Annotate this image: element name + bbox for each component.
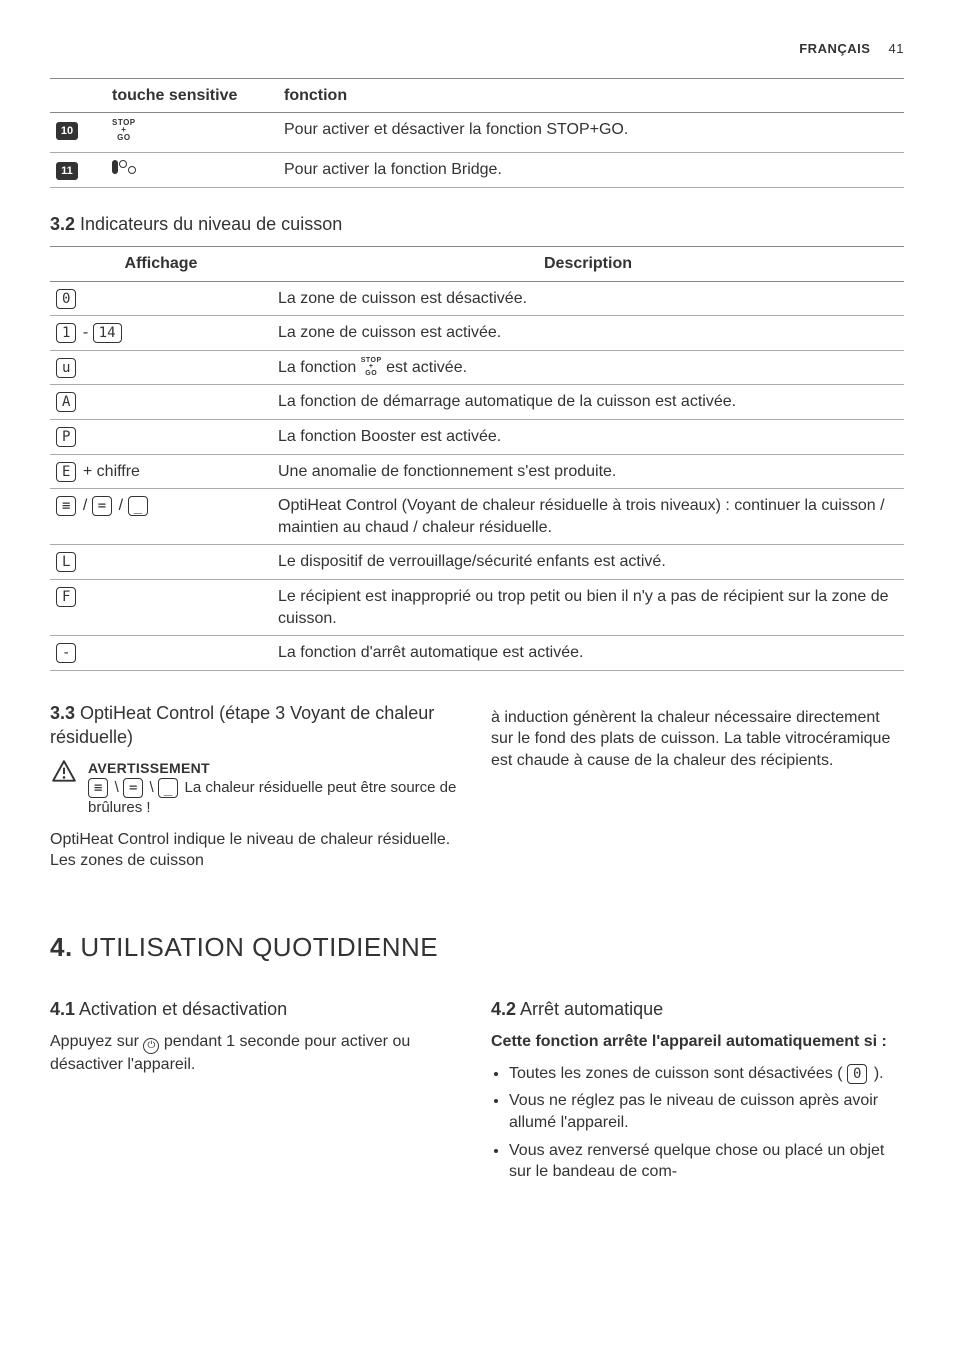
description-cell: Une anomalie de fonctionnement s'est pro… [272,454,904,489]
list-item: Vous avez renversé quelque chose ou plac… [509,1140,904,1183]
display-cell: A [50,385,272,420]
table-row: 11 Pour activer la fonction Bridge. [50,153,904,188]
sec33-right-para: à induction génèrent la chaleur nécessai… [491,707,904,772]
table-row: PLa fonction Booster est activée. [50,419,904,454]
bridge-icon [112,160,136,174]
list-item: Vous ne réglez pas le niveau de cuisson … [509,1090,904,1133]
description-cell: La fonction STOP+GO est activée. [272,350,904,385]
description-cell: La fonction Booster est activée. [272,419,904,454]
description-cell: La zone de cuisson est activée. [272,316,904,351]
display-cell: u [50,350,272,385]
table-row: -La fonction d'arrêt automatique est act… [50,636,904,671]
table-row: LLe dispositif de verrouillage/sécurité … [50,545,904,580]
sec41-body: Appuyez sur ⏻ pendant 1 seconde pour act… [50,1031,463,1076]
key-number: 11 [56,162,78,180]
display-cell: E + chiffre [50,454,272,489]
table-row: uLa fonction STOP+GO est activée. [50,350,904,385]
list-item: Toutes les zones de cuisson sont désacti… [509,1063,904,1085]
warning-body: ≡ \ = \ _ La chaleur résiduelle peut êtr… [88,778,463,819]
section-3-3-columns: 3.3 OptiHeat Control (étape 3 Voyant de … [50,685,904,882]
function-cell: Pour activer la fonction Bridge. [278,153,904,188]
page-header: FRANÇAIS 41 [50,40,904,58]
description-cell: OptiHeat Control (Voyant de chaleur rési… [272,489,904,545]
function-cell: Pour activer et désactiver la fonction S… [278,113,904,153]
section-4-1-heading: 4.1 Activation et désactivation [50,997,463,1021]
description-cell: Le dispositif de verrouillage/sécurité e… [272,545,904,580]
col-fonction: fonction [278,78,904,113]
col-affichage: Affichage [50,247,272,282]
header-lang: FRANÇAIS [799,41,870,56]
section-4-columns: 4.1 Activation et désactivation Appuyez … [50,981,904,1189]
table-row: 1 - 14La zone de cuisson est activée. [50,316,904,351]
col-touche: touche sensitive [106,78,278,113]
display-cell: L [50,545,272,580]
display-cell: - [50,636,272,671]
display-indicator-table: Affichage Description 0La zone de cuisso… [50,246,904,671]
section-3-3-heading: 3.3 OptiHeat Control (étape 3 Voyant de … [50,701,463,750]
section-4-2-heading: 4.2 Arrêt automatique [491,997,904,1021]
display-cell: 0 [50,281,272,316]
description-cell: La fonction de démarrage automatique de … [272,385,904,420]
display-cell: F [50,579,272,635]
table-row: ≡ / = / _OptiHeat Control (Voyant de cha… [50,489,904,545]
description-cell: La fonction d'arrêt automatique est acti… [272,636,904,671]
table-row: FLe récipient est inapproprié ou trop pe… [50,579,904,635]
header-page: 41 [889,41,904,56]
col-description: Description [272,247,904,282]
col-blank [50,78,106,113]
section-3-2-heading: 3.2 Indicateurs du niveau de cuisson [50,212,904,236]
description-cell: Le récipient est inapproprié ou trop pet… [272,579,904,635]
description-cell: La zone de cuisson est désactivée. [272,281,904,316]
warning-block: AVERTISSEMENT ≡ \ = \ _ La chaleur résid… [50,759,463,818]
stop-go-icon: STOP+GO [112,119,136,141]
stop-go-icon: STOP+GO [361,358,382,377]
sec42-bullet-list: Toutes les zones de cuisson sont désacti… [491,1063,904,1183]
display-cell: P [50,419,272,454]
sec33-left-para: OptiHeat Control indique le niveau de ch… [50,829,463,872]
display-cell: 1 - 14 [50,316,272,351]
sensitive-key-table: touche sensitive fonction 10 STOP+GO Pour … [50,78,904,188]
section-4-heading: 4. UTILISATION QUOTIDIENNE [50,930,904,965]
warning-text: AVERTISSEMENT ≡ \ = \ _ La chaleur résid… [88,759,463,818]
table-row: ALa fonction de démarrage automatique de… [50,385,904,420]
table-row: 10 STOP+GO Pour activer et désactiver la f… [50,113,904,153]
sec42-intro: Cette fonction arrête l'appareil automat… [491,1031,904,1053]
power-icon: ⏻ [143,1038,159,1054]
table-row: 0La zone de cuisson est désactivée. [50,281,904,316]
display-cell: ≡ / = / _ [50,489,272,545]
table-row: E + chiffreUne anomalie de fonctionnemen… [50,454,904,489]
warning-icon [50,759,78,818]
key-number: 10 [56,122,78,140]
